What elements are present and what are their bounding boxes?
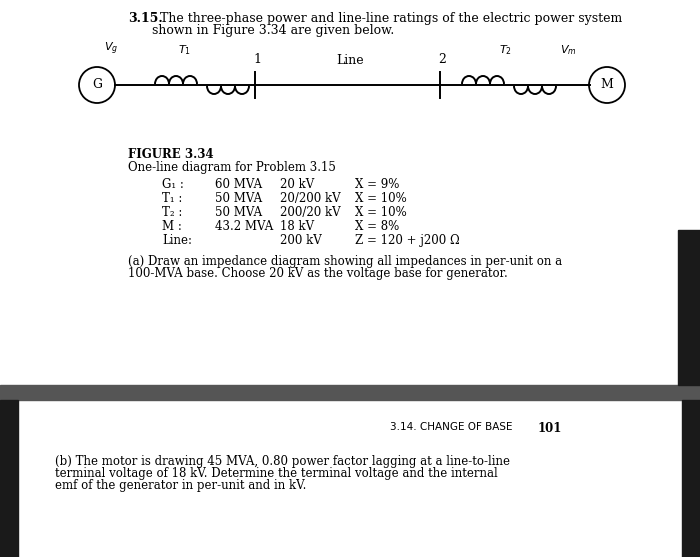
Text: One-line diagram for Problem 3.15: One-line diagram for Problem 3.15 <box>128 161 336 174</box>
Bar <box>678 230 700 385</box>
Text: 2: 2 <box>438 53 446 66</box>
Text: 1: 1 <box>253 53 261 66</box>
Text: 20 kV: 20 kV <box>280 178 314 191</box>
Bar <box>0 400 700 557</box>
Text: X = 10%: X = 10% <box>355 192 407 205</box>
Text: FIGURE 3.34: FIGURE 3.34 <box>128 148 214 161</box>
Bar <box>0 0 700 385</box>
Text: 3.14. CHANGE OF BASE: 3.14. CHANGE OF BASE <box>390 422 512 432</box>
Text: M: M <box>601 79 613 91</box>
Text: G₁ :: G₁ : <box>162 178 184 191</box>
Text: M :: M : <box>162 220 182 233</box>
Text: 20/200 kV: 20/200 kV <box>280 192 341 205</box>
Text: 101: 101 <box>538 422 562 435</box>
Text: (a) Draw an impedance diagram showing all impedances in per-unit on a: (a) Draw an impedance diagram showing al… <box>128 255 562 268</box>
Text: T₂ :: T₂ : <box>162 206 183 219</box>
Text: emf of the generator in per-unit and in kV.: emf of the generator in per-unit and in … <box>55 479 307 492</box>
Text: X = 9%: X = 9% <box>355 178 400 191</box>
Text: 50 MVA: 50 MVA <box>215 192 262 205</box>
Text: Line: Line <box>336 54 364 67</box>
Text: shown in Figure 3.34 are given below.: shown in Figure 3.34 are given below. <box>152 24 394 37</box>
Text: 200 kV: 200 kV <box>280 234 322 247</box>
Bar <box>682 400 700 557</box>
Text: $T_2$: $T_2$ <box>498 43 512 57</box>
Text: G: G <box>92 79 102 91</box>
Text: 60 MVA: 60 MVA <box>215 178 262 191</box>
Text: (b) The motor is drawing 45 MVA, 0.80 power factor lagging at a line-to-line: (b) The motor is drawing 45 MVA, 0.80 po… <box>55 455 510 468</box>
Text: Z = 120 + j200 Ω: Z = 120 + j200 Ω <box>355 234 460 247</box>
Text: Line:: Line: <box>162 234 192 247</box>
Text: 100-MVA base. Choose 20 kV as the voltage base for generator.: 100-MVA base. Choose 20 kV as the voltag… <box>128 267 508 280</box>
Text: X = 8%: X = 8% <box>355 220 399 233</box>
Bar <box>18 400 682 557</box>
Text: $V_m$: $V_m$ <box>560 43 576 57</box>
Text: X = 10%: X = 10% <box>355 206 407 219</box>
Text: terminal voltage of 18 kV. Determine the terminal voltage and the internal: terminal voltage of 18 kV. Determine the… <box>55 467 498 480</box>
Text: $V_g$: $V_g$ <box>104 41 118 57</box>
Text: The three-phase power and line-line ratings of the electric power system: The three-phase power and line-line rati… <box>152 12 622 25</box>
Text: T₁ :: T₁ : <box>162 192 183 205</box>
Text: 200/20 kV: 200/20 kV <box>280 206 341 219</box>
Text: 43.2 MVA: 43.2 MVA <box>215 220 273 233</box>
Bar <box>0 400 18 557</box>
Text: 3.15.: 3.15. <box>128 12 162 25</box>
Text: 18 kV: 18 kV <box>280 220 314 233</box>
Bar <box>0 385 700 400</box>
Text: 50 MVA: 50 MVA <box>215 206 262 219</box>
Text: $T_1$: $T_1$ <box>178 43 192 57</box>
